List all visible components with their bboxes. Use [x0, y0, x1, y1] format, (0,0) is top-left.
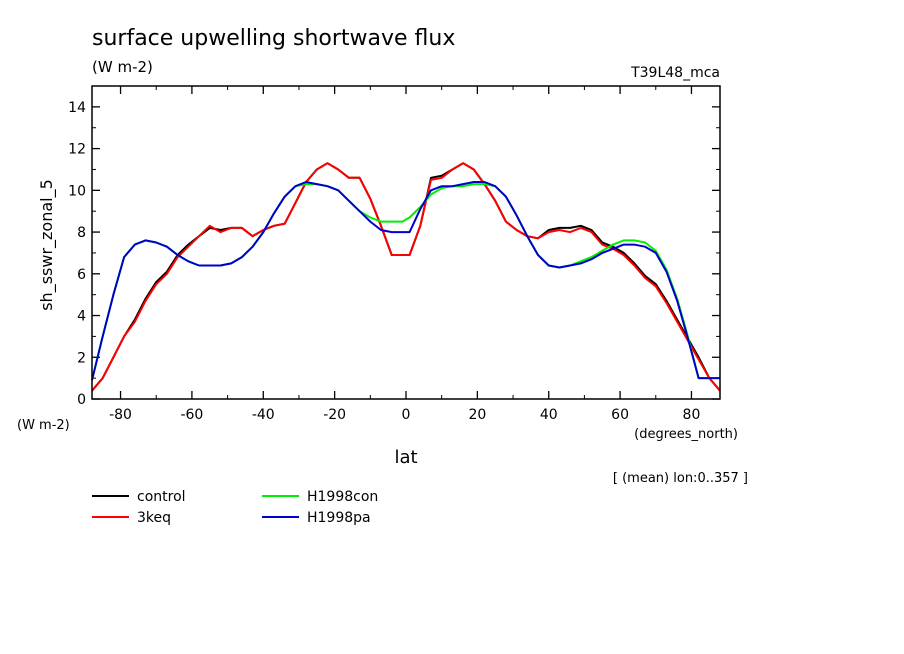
- y-tick-label-7: 14: [68, 100, 86, 116]
- x-tick-label-4: 0: [402, 407, 411, 423]
- x-tick-label-1: -60: [180, 407, 203, 423]
- experiment-label: T39L48_mca: [630, 65, 720, 81]
- y-tick-label-0: 0: [77, 392, 86, 408]
- x-tick-label-2: -40: [252, 407, 275, 423]
- legend-label-3keq: 3keq: [137, 510, 171, 526]
- series-lines: [91, 162, 721, 392]
- mean-note: [ (mean) lon:0..357 ]: [613, 471, 748, 486]
- series-line-H1998con: [91, 183, 720, 381]
- chart-units: (W m-2): [92, 58, 153, 76]
- axis-ticks: [92, 86, 720, 400]
- legend-label-control: control: [137, 489, 186, 505]
- y-tick-label-4: 8: [77, 225, 86, 241]
- x-tick-label-3: -20: [323, 407, 346, 423]
- series-line-H1998pa: [91, 181, 720, 381]
- y-axis-label: sh_sswr_zonal_5: [37, 179, 57, 311]
- x-axis-label: lat: [394, 447, 417, 468]
- legend: control 3keq H1998con H1998pa: [92, 489, 378, 526]
- legend-label-H1998con: H1998con: [307, 489, 378, 505]
- x-tick-label-6: 40: [540, 407, 558, 423]
- x-tick-label-7: 60: [611, 407, 629, 423]
- tick-labels: -80 -60 -40 -20 0 20 40 60 80 0 2 4 6 8 10 12 14: [68, 100, 700, 423]
- series-line-control: [91, 162, 721, 392]
- x-axis-units: (degrees_north): [634, 427, 738, 442]
- chart-title: surface upwelling shortwave flux: [92, 26, 455, 51]
- x-tick-label-5: 20: [468, 407, 486, 423]
- y-tick-label-5: 10: [68, 183, 86, 199]
- y-axis-units: (W m-2): [17, 418, 70, 433]
- x-tick-label-0: -80: [109, 407, 132, 423]
- y-tick-label-1: 2: [77, 350, 86, 366]
- plot-frame: [91, 85, 721, 400]
- series-line-3keq: [91, 162, 721, 392]
- y-tick-label-6: 12: [68, 142, 86, 158]
- y-tick-label-3: 6: [77, 267, 86, 283]
- legend-label-H1998pa: H1998pa: [307, 510, 371, 526]
- x-tick-label-8: 80: [683, 407, 701, 423]
- y-tick-label-2: 4: [77, 309, 86, 325]
